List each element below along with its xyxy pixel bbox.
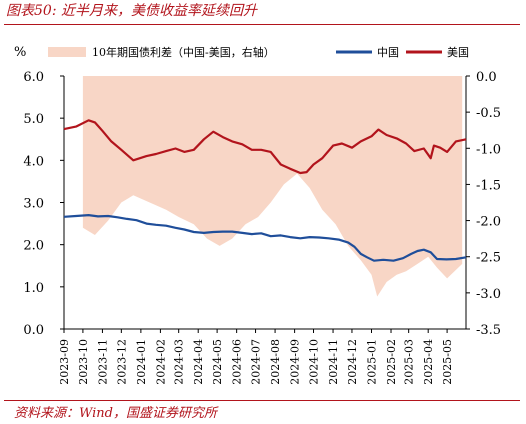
left-tick-label: 4.0 — [23, 154, 44, 169]
x-tick-label: 2025-04 — [422, 339, 435, 385]
lines-layer — [63, 119, 467, 262]
axes-layer: % 0.0 1.0 2.0 3.0 4.0 5.0 6.0 -3.5 -3.0 -2.5 -2.0 -1… — [14, 45, 501, 385]
x-tick-label: 2025-03 — [403, 339, 416, 385]
x-tick-label: 2024-12 — [346, 339, 359, 385]
left-tick-label: 0.0 — [23, 323, 44, 338]
x-tick-label: 2023-12 — [115, 339, 128, 385]
legend-china-label: 中国 — [377, 46, 399, 59]
right-tick-label: 0.0 — [476, 70, 497, 85]
left-tick-label: 1.0 — [23, 281, 44, 296]
x-tick-label: 2024-09 — [289, 339, 302, 385]
us-yield-line — [63, 119, 467, 175]
figure-title: 图表50: 近半月来，美债收益率延续回升 — [6, 3, 257, 19]
x-tick-label: 2024-10 — [308, 339, 321, 385]
right-tick-label: -2.5 — [476, 251, 501, 266]
legend-spread-label: 10年期国债利差（中国-美国，右轴） — [92, 45, 275, 59]
x-tick-label: 2025-05 — [441, 339, 454, 385]
left-axis-unit: % — [14, 45, 26, 60]
x-tick-label: 2023-11 — [96, 339, 109, 385]
x-tick-label: 2023-09 — [58, 339, 71, 385]
x-tick-label: 2024-01 — [135, 339, 148, 385]
right-tick-label: -3.0 — [476, 287, 501, 302]
figure-source: 资料来源：Wind，国盛证券研究所 — [14, 406, 217, 421]
right-tick-label: -1.0 — [476, 142, 501, 157]
x-tick-label: 2023-10 — [77, 339, 90, 385]
x-tick-label: 2024-06 — [231, 339, 244, 385]
x-tick-label: 2024-03 — [173, 339, 186, 385]
legend-spread-swatch — [48, 47, 86, 57]
right-tick-label: -3.5 — [476, 323, 501, 338]
china-yield-line — [63, 214, 467, 262]
x-tick-label: 2024-11 — [327, 339, 340, 385]
left-tick-label: 3.0 — [23, 197, 44, 212]
footer-rule — [4, 400, 520, 401]
left-tick-label: 2.0 — [23, 239, 44, 254]
legend-us-label: 美国 — [447, 46, 469, 59]
title-rule — [4, 24, 520, 25]
x-tick-label: 2024-08 — [269, 339, 282, 385]
x-tick-label: 2024-07 — [250, 339, 263, 385]
x-tick-label: 2024-05 — [211, 339, 224, 385]
x-tick-label: 2025-02 — [385, 339, 398, 385]
x-tick-label: 2024-02 — [154, 339, 167, 385]
legend: 10年期国债利差（中国-美国，右轴） 中国 美国 — [48, 45, 469, 59]
spread-area-layer — [82, 76, 463, 297]
right-tick-label: -1.5 — [476, 178, 501, 193]
x-tick-label: 2025-01 — [365, 339, 378, 385]
right-tick-label: -0.5 — [476, 106, 501, 121]
right-tick-label: -2.0 — [476, 215, 501, 230]
left-tick-label: 5.0 — [23, 112, 44, 127]
left-tick-label: 6.0 — [23, 70, 44, 85]
x-tick-label: 2024-04 — [192, 339, 205, 385]
spread-area — [82, 76, 463, 297]
